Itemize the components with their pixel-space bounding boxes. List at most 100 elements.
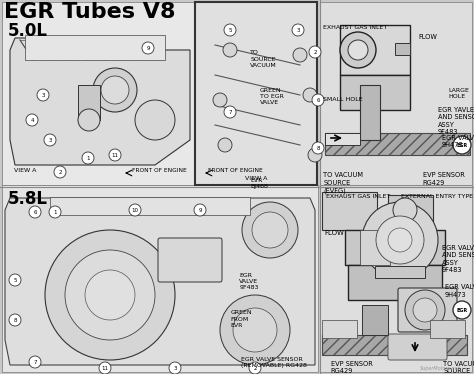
Text: 6: 6: [33, 209, 37, 215]
Text: 6: 6: [316, 98, 320, 102]
Text: 4: 4: [30, 117, 34, 123]
Circle shape: [85, 270, 135, 320]
Bar: [325, 133, 470, 155]
Text: 3: 3: [296, 28, 300, 33]
Text: 2: 2: [58, 169, 62, 175]
Circle shape: [29, 206, 41, 218]
Text: VIEW A: VIEW A: [14, 168, 36, 173]
Bar: [362, 305, 388, 335]
Text: TO VACUUM
SOURCE
(EVFG): TO VACUUM SOURCE (EVFG): [443, 361, 474, 374]
Text: 7: 7: [33, 359, 37, 365]
Text: FRONT OF ENGINE: FRONT OF ENGINE: [208, 168, 263, 173]
Text: TO
SOURCE
VACUUM: TO SOURCE VACUUM: [250, 50, 277, 68]
Text: FLOW: FLOW: [325, 230, 345, 236]
Text: GREEN
FROM
EVR: GREEN FROM EVR: [231, 310, 253, 328]
Text: EGR YAVLE
AND SENSOR
ASSY
9F483: EGR YAVLE AND SENSOR ASSY 9F483: [438, 107, 474, 135]
Bar: [325, 133, 470, 155]
Bar: [322, 335, 467, 355]
Text: EGR VALVE
9H473: EGR VALVE 9H473: [445, 284, 474, 298]
Circle shape: [9, 274, 21, 286]
Circle shape: [453, 136, 471, 154]
Text: 1: 1: [86, 156, 90, 160]
Bar: [195, 2, 317, 185]
Bar: [340, 75, 410, 110]
Bar: [325, 133, 360, 145]
Text: 9: 9: [198, 208, 202, 212]
Bar: [430, 320, 465, 338]
Bar: [395, 43, 410, 55]
Circle shape: [44, 134, 56, 146]
Circle shape: [293, 48, 307, 62]
Text: 3: 3: [173, 365, 177, 371]
Bar: [2, 185, 318, 372]
Circle shape: [26, 114, 38, 126]
Text: 3: 3: [48, 138, 52, 142]
Text: LARGE
HOLE: LARGE HOLE: [448, 88, 469, 99]
Circle shape: [312, 142, 324, 154]
Text: 8: 8: [13, 318, 17, 322]
Bar: [375, 266, 425, 278]
Bar: [340, 25, 410, 75]
Text: 5.0L: 5.0L: [8, 22, 48, 40]
Text: 11: 11: [111, 153, 118, 157]
Circle shape: [340, 32, 376, 68]
Circle shape: [194, 204, 206, 216]
Circle shape: [362, 202, 438, 278]
Text: GREEN
TO EGR
VALVE: GREEN TO EGR VALVE: [260, 88, 283, 105]
Circle shape: [169, 362, 181, 374]
Bar: [320, 185, 472, 372]
Bar: [78, 85, 100, 120]
Circle shape: [252, 212, 288, 248]
Circle shape: [405, 290, 445, 330]
Bar: [345, 230, 445, 265]
Bar: [50, 197, 250, 215]
Circle shape: [93, 68, 137, 112]
Circle shape: [224, 24, 236, 36]
Bar: [388, 195, 433, 225]
Text: EGR: EGR: [456, 307, 467, 313]
Circle shape: [413, 298, 437, 322]
Bar: [360, 85, 380, 140]
Polygon shape: [5, 198, 315, 365]
Circle shape: [292, 24, 304, 36]
Circle shape: [303, 88, 317, 102]
Bar: [25, 35, 165, 60]
Bar: [2, 2, 317, 185]
Text: TO VACUUM
SOURCE
(EVFG): TO VACUUM SOURCE (EVFG): [323, 172, 363, 193]
Text: FLOW: FLOW: [418, 34, 437, 40]
Circle shape: [453, 301, 471, 319]
Circle shape: [45, 230, 175, 360]
Circle shape: [142, 42, 154, 54]
FancyBboxPatch shape: [398, 288, 457, 332]
Circle shape: [233, 308, 277, 352]
Text: EXTERNAL ENTRY TYPE: EXTERNAL ENTRY TYPE: [401, 194, 473, 199]
Circle shape: [376, 216, 424, 264]
Circle shape: [249, 362, 261, 374]
Circle shape: [54, 166, 66, 178]
FancyBboxPatch shape: [158, 238, 222, 282]
Circle shape: [223, 43, 237, 57]
Text: 10: 10: [131, 208, 138, 212]
Circle shape: [99, 362, 111, 374]
Text: 2: 2: [253, 365, 257, 371]
Text: 5: 5: [228, 28, 232, 33]
Text: EGR: EGR: [456, 142, 467, 147]
Polygon shape: [10, 38, 190, 165]
Text: 5: 5: [13, 278, 17, 282]
Bar: [348, 265, 442, 300]
Circle shape: [9, 314, 21, 326]
Circle shape: [129, 204, 141, 216]
Circle shape: [312, 94, 324, 106]
Text: 9: 9: [146, 46, 150, 50]
FancyBboxPatch shape: [388, 334, 447, 360]
Bar: [322, 320, 357, 338]
Text: EVR
BJ468: EVR BJ468: [250, 178, 268, 189]
Text: 8: 8: [316, 145, 320, 150]
Circle shape: [220, 295, 290, 365]
Circle shape: [388, 228, 412, 252]
Text: EVP SENSOR
RG429: EVP SENSOR RG429: [423, 172, 465, 186]
Circle shape: [49, 206, 61, 218]
Circle shape: [82, 152, 94, 164]
Circle shape: [213, 93, 227, 107]
Circle shape: [37, 89, 49, 101]
